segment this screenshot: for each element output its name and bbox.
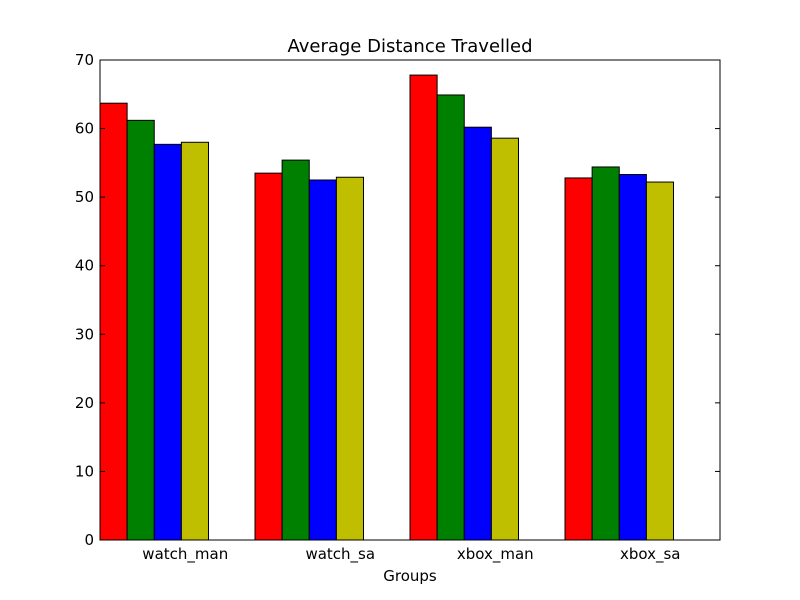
bar-watch_sa-series4 bbox=[335, 176, 364, 541]
bar-watch_sa-series1 bbox=[254, 172, 283, 541]
bar-xbox_sa-series1 bbox=[564, 177, 593, 541]
y-tick-label: 50 bbox=[75, 188, 94, 206]
x-tick-label: watch_sa bbox=[305, 545, 375, 564]
plot-frame bbox=[99, 59, 721, 541]
bar-watch_man-series4 bbox=[180, 141, 209, 541]
y-tick-label: 40 bbox=[75, 257, 94, 275]
bar-watch_man-series2 bbox=[126, 119, 155, 541]
bar-watch_sa-series3 bbox=[308, 179, 337, 541]
bar-xbox_sa-series2 bbox=[591, 166, 620, 541]
bar-watch_man-series1 bbox=[99, 102, 128, 541]
y-tick-label: 30 bbox=[75, 325, 94, 343]
y-tick-label: 0 bbox=[84, 531, 94, 549]
bar-xbox_man-series3 bbox=[463, 126, 492, 541]
bar-watch_man-series3 bbox=[153, 143, 182, 541]
x-tick-label: xbox_sa bbox=[620, 545, 681, 564]
bars-group bbox=[99, 74, 674, 541]
bar-xbox_man-series1 bbox=[409, 74, 438, 541]
x-tick-label: watch_man bbox=[142, 545, 228, 564]
bar-xbox_man-series2 bbox=[436, 94, 465, 541]
y-tick-label: 20 bbox=[75, 394, 94, 412]
y-axis: 0 10 20 30 40 50 60 70 bbox=[75, 51, 720, 549]
bar-xbox_sa-series3 bbox=[618, 174, 647, 541]
y-tick-label: 60 bbox=[75, 120, 94, 138]
bar-xbox_man-series4 bbox=[490, 137, 519, 541]
x-axis: watch_man watch_sa xbox_man xbox_sa bbox=[142, 545, 680, 564]
x-axis-label: Groups bbox=[383, 567, 437, 585]
y-tick-label: 10 bbox=[75, 462, 94, 480]
bar-watch_sa-series2 bbox=[281, 159, 310, 541]
chart-title: Average Distance Travelled bbox=[287, 36, 532, 57]
bar-xbox_sa-series4 bbox=[645, 181, 674, 541]
y-tick-label: 70 bbox=[75, 51, 94, 69]
x-tick-label: xbox_man bbox=[457, 545, 534, 564]
